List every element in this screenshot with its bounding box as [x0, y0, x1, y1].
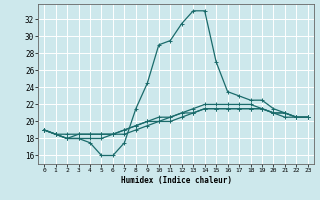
X-axis label: Humidex (Indice chaleur): Humidex (Indice chaleur) — [121, 176, 231, 185]
